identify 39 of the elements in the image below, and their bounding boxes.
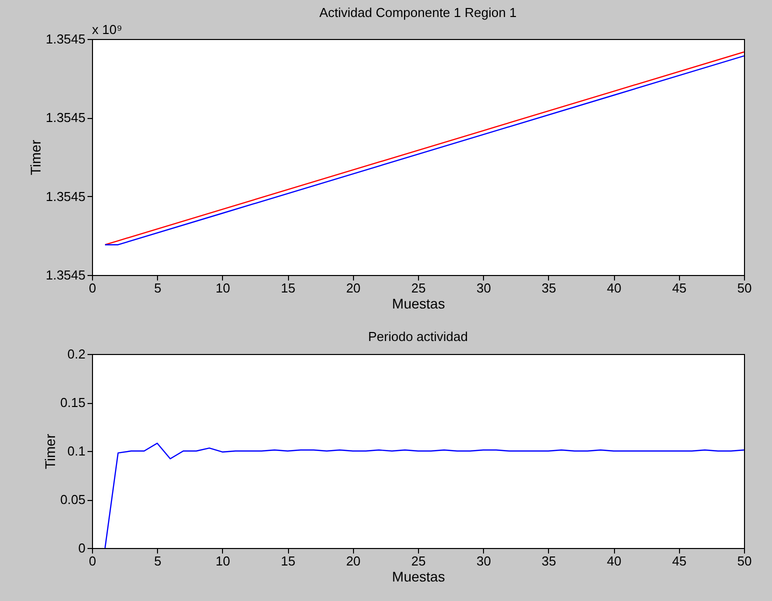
- x-tick-label: 45: [672, 554, 687, 568]
- x-axis-title: Muestas: [392, 296, 445, 312]
- x-tick-label: 40: [606, 280, 622, 296]
- x-tick-label: 0: [88, 554, 96, 568]
- y-axis-title: Timer: [42, 434, 58, 470]
- x-tick-label: 45: [672, 280, 687, 296]
- x-tick-label: 5: [154, 280, 162, 296]
- y-tick-label: 0.1: [67, 444, 86, 458]
- y-tick-label: 1.3545: [46, 188, 86, 204]
- line-series: [104, 442, 744, 548]
- x-tick-label: 20: [346, 554, 361, 568]
- x-tick-label: 35: [542, 280, 556, 296]
- x-tick-label: 15: [280, 280, 296, 296]
- text: x 10⁹: [92, 22, 122, 37]
- y-axis-title: Timer: [28, 140, 44, 176]
- x-tick-label: 5: [154, 554, 162, 568]
- x-tick-label: 40: [606, 554, 622, 568]
- chart-title: Periodo actividad: [368, 329, 468, 344]
- x-tick-label: 10: [216, 280, 230, 296]
- x-tick-label: 10: [216, 554, 230, 568]
- y-tick-label: 1.3545: [46, 32, 86, 46]
- x-tick-label: 30: [476, 280, 491, 296]
- x-tick-label: 25: [411, 554, 426, 568]
- y-tick-label: 0.05: [60, 492, 86, 507]
- x-tick-label: 35: [542, 554, 556, 568]
- x-axis-title: Muestas: [392, 568, 445, 584]
- x-tick-label: 50: [737, 554, 752, 568]
- x-tick-label: 25: [411, 280, 426, 296]
- x-tick-label: 50: [737, 280, 752, 296]
- y-tick-label: 0: [78, 540, 86, 556]
- x-tick-label: 30: [476, 554, 491, 568]
- chart-title: Actividad Componente 1 Region 1: [319, 5, 517, 20]
- y-tick-label: 0.2: [67, 346, 86, 362]
- x-tick-label: 20: [346, 280, 361, 296]
- y-tick-label: 1.3545: [46, 110, 86, 126]
- x-tick-label: 15: [280, 554, 296, 568]
- y-tick-label: 1.3545: [46, 268, 86, 282]
- x-tick-label: 0: [88, 280, 96, 296]
- y-tick-label: 0.15: [60, 395, 86, 410]
